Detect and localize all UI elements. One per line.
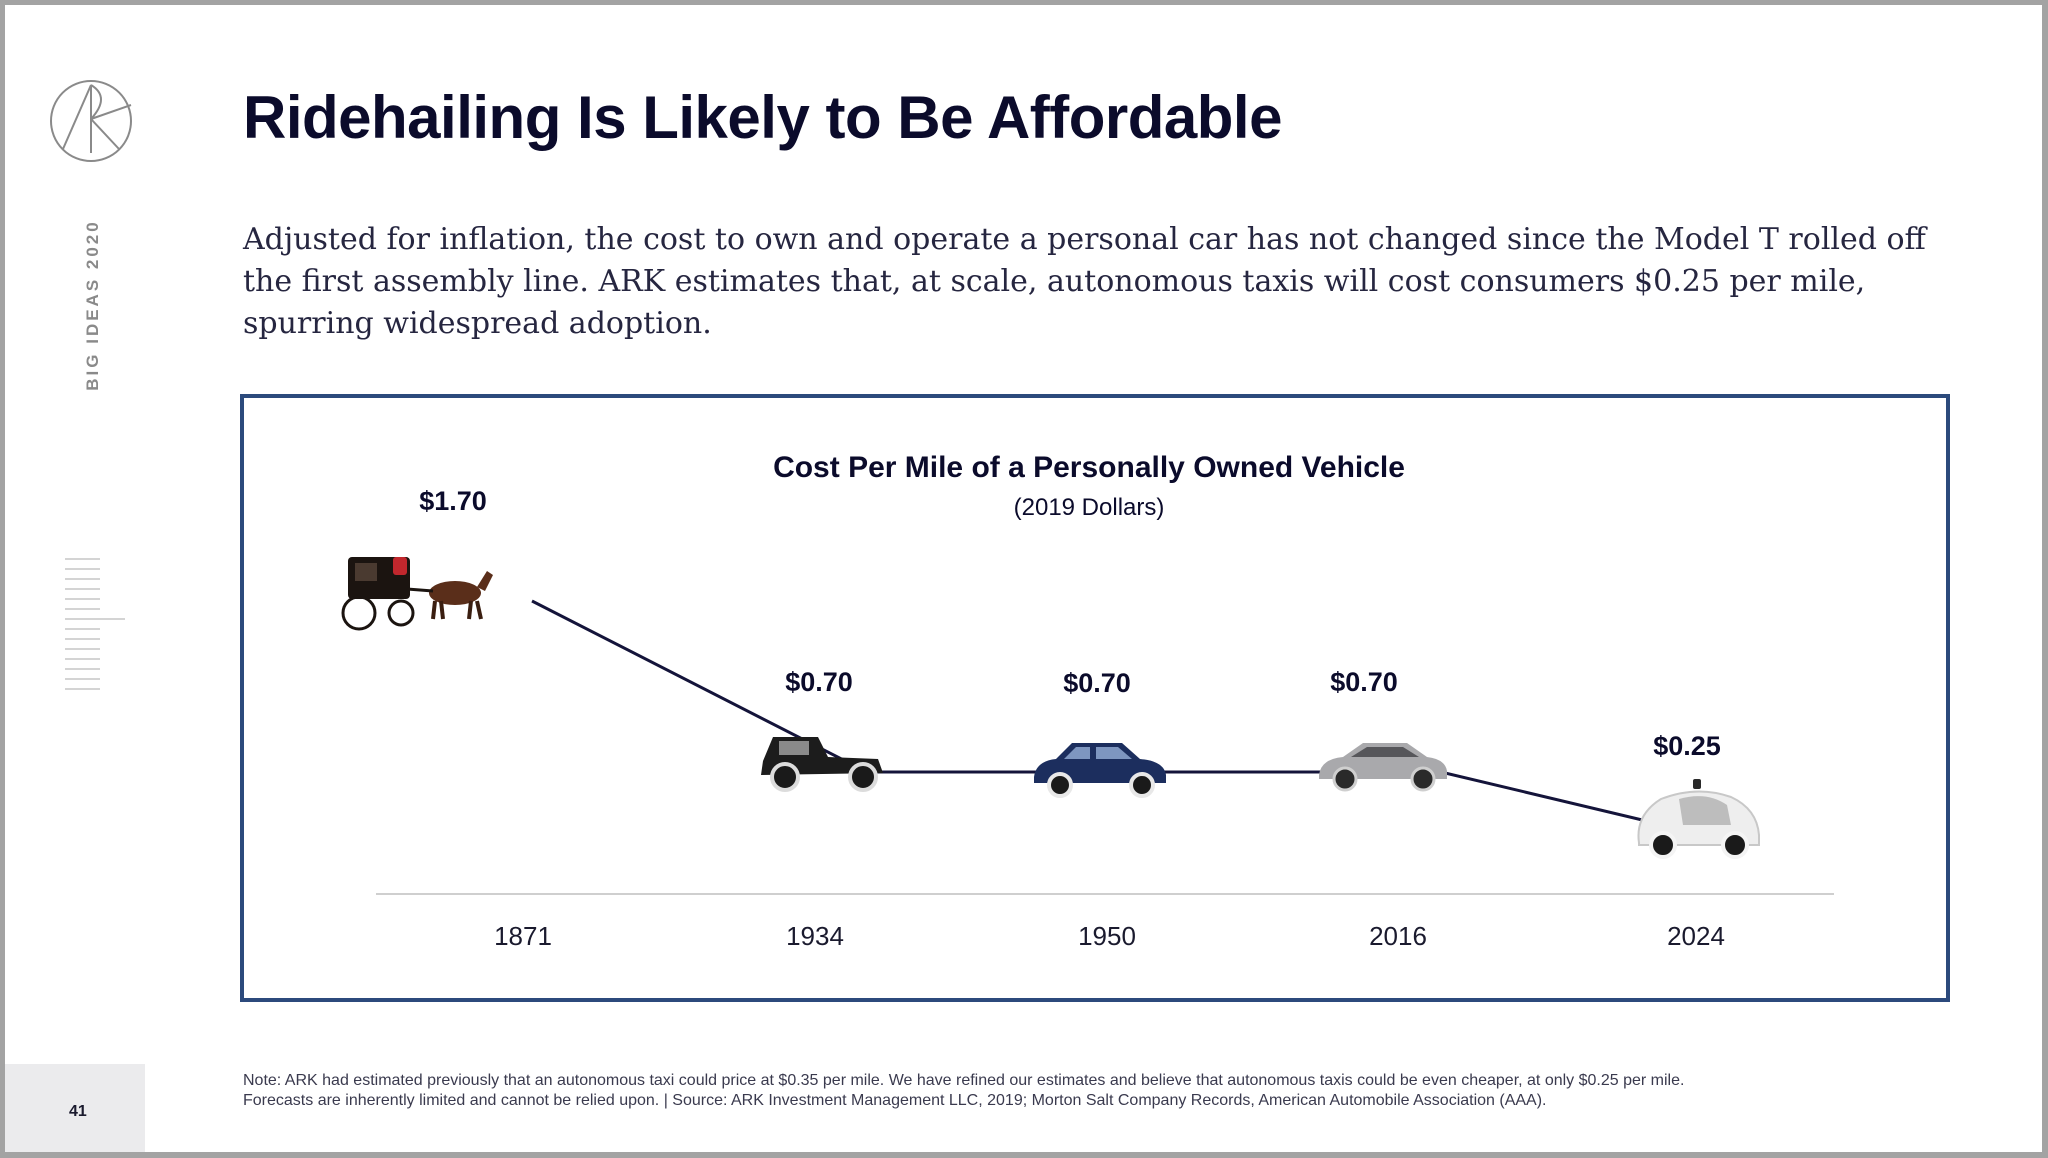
model-t-car-icon: [761, 737, 883, 792]
footnote-line-2: Forecasts are inherently limited and can…: [243, 1092, 1547, 1109]
chart-subtitle: (2019 Dollars): [1014, 494, 1165, 521]
footnote: Note: ARK had estimated previously that …: [243, 1071, 2033, 1111]
data-label: $0.25: [1653, 731, 1721, 761]
data-label: $0.70: [1063, 668, 1131, 698]
data-label: $0.70: [785, 667, 853, 697]
1950s-sedan-icon: [1034, 743, 1166, 798]
x-tick-label: 1934: [786, 921, 844, 951]
page-indicator-lines: [65, 558, 125, 690]
autonomous-car-icon: [1637, 779, 1760, 859]
chart-title: Cost Per Mile of a Personally Owned Vehi…: [773, 451, 1405, 484]
cost-series-line: [531, 599, 1656, 825]
data-label: $1.70: [419, 486, 487, 516]
x-tick-label: 1871: [494, 921, 552, 951]
x-tick-label: 2016: [1369, 921, 1427, 951]
modern-sedan-icon: [1319, 743, 1447, 792]
page-number: 41: [69, 1103, 87, 1120]
ark-logo-icon: [50, 80, 132, 162]
cost-per-mile-chart: Cost Per Mile of a Personally Owned Vehi…: [341, 451, 1834, 951]
chart-frame: [240, 394, 1950, 1002]
page-title: Ridehailing Is Likely to Be Affordable: [243, 84, 1282, 151]
intro-paragraph: Adjusted for inflation, the cost to own …: [243, 222, 1926, 341]
x-tick-label: 1950: [1078, 921, 1136, 951]
x-tick-label: 2024: [1667, 921, 1725, 951]
data-label: $0.70: [1330, 667, 1398, 697]
page-number-box: [5, 1064, 145, 1152]
horse-carriage-icon: [341, 557, 493, 631]
slide: BIG IDEAS 2020 41 Ridehailing Is Likely …: [5, 5, 2042, 1152]
footnote-line-1: Note: ARK had estimated previously that …: [243, 1072, 1685, 1089]
